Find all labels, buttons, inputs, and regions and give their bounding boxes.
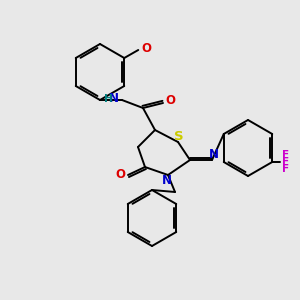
Text: N: N xyxy=(162,175,172,188)
Text: F: F xyxy=(282,157,289,167)
Text: F: F xyxy=(282,150,289,160)
Text: F: F xyxy=(282,164,289,174)
Text: O: O xyxy=(165,94,175,107)
Text: N: N xyxy=(209,148,219,160)
Text: N: N xyxy=(109,92,119,106)
Text: O: O xyxy=(115,169,125,182)
Text: H: H xyxy=(103,94,112,104)
Text: O: O xyxy=(141,41,151,55)
Text: S: S xyxy=(174,130,184,142)
